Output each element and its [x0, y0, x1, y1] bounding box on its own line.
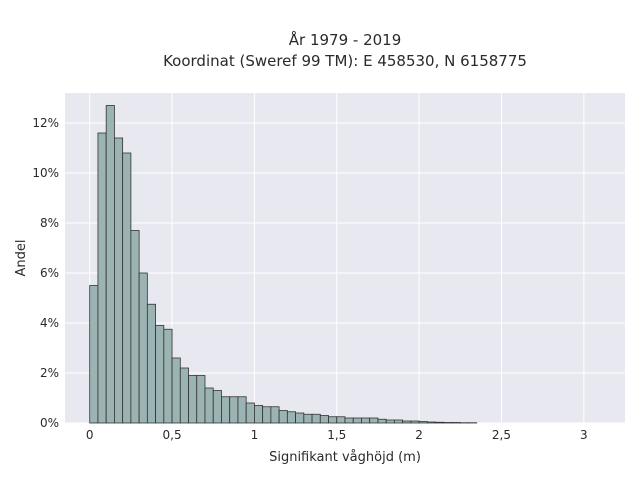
- histogram-bar: [114, 137, 124, 424]
- histogram-bar: [229, 396, 239, 424]
- histogram-bar: [377, 418, 387, 424]
- x-tick-label: 2,5: [492, 428, 511, 442]
- y-tick-label: 0%: [40, 416, 59, 430]
- histogram-bar: [212, 390, 222, 424]
- chart-title-line1: År 1979 - 2019: [289, 30, 402, 49]
- x-tick-label: 1,5: [327, 428, 346, 442]
- histogram-bar: [451, 422, 461, 424]
- histogram-bar: [196, 375, 206, 424]
- histogram-bar: [237, 396, 247, 424]
- histogram-bar: [221, 396, 231, 424]
- histogram-bar: [418, 421, 428, 424]
- histogram-bar: [262, 406, 272, 424]
- histogram-bar: [336, 416, 346, 424]
- histogram-bar: [402, 420, 412, 424]
- histogram-bar: [352, 417, 362, 424]
- histogram-bar: [163, 328, 173, 424]
- histogram-bar: [410, 420, 420, 424]
- histogram-bar: [394, 419, 404, 424]
- y-tick-label: 12%: [32, 116, 59, 130]
- histogram-bar: [188, 375, 198, 424]
- histogram-bar: [369, 417, 379, 424]
- histogram-bar: [171, 357, 181, 424]
- histogram-bar: [303, 413, 313, 424]
- histogram-bar: [89, 285, 99, 424]
- histogram-bar: [138, 272, 148, 424]
- histogram-bar: [426, 421, 436, 424]
- y-tick-label: 6%: [40, 266, 59, 280]
- y-tick-label: 4%: [40, 316, 59, 330]
- chart-title-line2: Koordinat (Sweref 99 TM): E 458530, N 61…: [163, 52, 527, 70]
- histogram-bar: [311, 413, 321, 424]
- histogram-bar: [245, 402, 255, 424]
- histogram-bar: [443, 422, 453, 424]
- histogram-bar: [254, 405, 264, 424]
- histogram-bar: [278, 410, 288, 424]
- histogram-bar: [105, 105, 115, 424]
- x-axis-ticks: 0 0,5 1 1,5 2 2,5 3: [86, 428, 588, 442]
- y-tick-label: 10%: [32, 166, 59, 180]
- y-tick-label: 2%: [40, 366, 59, 380]
- y-tick-label: 8%: [40, 216, 59, 230]
- histogram-bar: [97, 132, 107, 424]
- x-axis-label: Signifikant våghöjd (m): [269, 450, 421, 465]
- histogram-bar: [328, 416, 338, 424]
- histogram-bar: [130, 230, 140, 424]
- x-tick-label: 2: [415, 428, 423, 442]
- x-tick-label: 0,5: [163, 428, 182, 442]
- histogram-bar: [179, 367, 189, 424]
- histogram-bar: [146, 303, 156, 424]
- x-tick-label: 3: [580, 428, 588, 442]
- histogram-bar: [344, 417, 354, 424]
- histogram-bar: [155, 325, 165, 424]
- histogram-bar: [204, 387, 214, 424]
- histogram-bar: [361, 417, 371, 424]
- histogram-bar: [286, 411, 296, 424]
- histogram-bar: [319, 415, 329, 424]
- x-tick-label: 1: [251, 428, 259, 442]
- histogram-bar: [295, 412, 305, 424]
- histogram-bar: [435, 421, 445, 424]
- y-axis-ticks: 0% 2% 4% 6% 8% 10% 12%: [32, 116, 59, 430]
- histogram-bars: [89, 105, 478, 424]
- x-tick-label: 0: [86, 428, 94, 442]
- histogram-bar: [122, 152, 132, 424]
- histogram-bar: [270, 406, 280, 424]
- histogram-bar: [385, 419, 395, 424]
- y-axis-label: Andel: [14, 240, 29, 277]
